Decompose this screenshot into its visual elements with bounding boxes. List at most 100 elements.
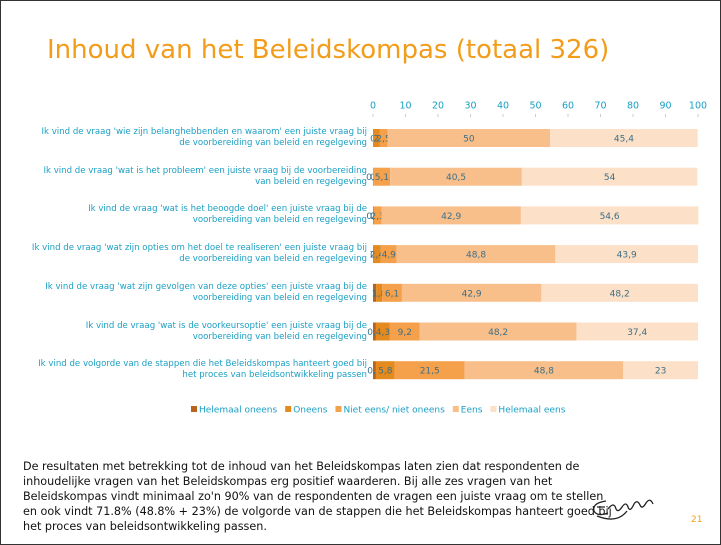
value-label: 2,4 [370,251,385,261]
value-label: 48,2 [488,328,508,338]
bar-segment [464,361,624,380]
bar-segment [373,322,376,341]
value-label: 0,9 [367,328,382,338]
text-line: De resultaten met betrekking tot de inho… [23,460,580,473]
bar-segment [389,322,420,341]
value-label: 54,6 [600,212,620,222]
value-label: 1 [372,289,378,299]
category-label: Ik vind de vraag 'wat is het beoogde doe… [88,204,367,226]
bar-segment [390,167,522,186]
x-tick-label: 0 [370,101,376,112]
value-label: 21,5 [420,367,440,377]
bar-segment [394,361,465,380]
value-label: 48,2 [610,289,630,299]
bar-segment [375,322,390,341]
value-label: 1,8 [372,289,387,299]
value-label: 9,2 [398,328,412,338]
bar-segment [550,129,698,147]
body-text: De resultaten met betrekking tot de inho… [23,459,612,534]
chart: 0102030405060708090100022,55045,400,25,1… [191,101,707,416]
x-tick-label: 50 [529,101,541,112]
value-label: 2 [373,135,379,145]
x-tick-label: 10 [399,101,411,112]
legend-label: Oneens [293,406,328,416]
bar-segment [373,129,380,147]
bar-segment [541,283,698,302]
value-label: 0,9 [367,367,382,377]
value-label: 40,5 [446,173,466,183]
value-label: 4,9 [382,251,397,261]
category-label: Ik vind de vraag 'wat is de voorkeursopt… [85,320,367,342]
x-tick-label: 90 [659,101,671,112]
value-label: 5,8 [378,367,393,377]
x-tick-label: 80 [627,101,639,112]
legend-swatch [335,406,342,412]
value-label: 54 [604,173,616,183]
legend-swatch [191,406,197,412]
bar-segment [555,245,698,264]
bar-segment [382,283,402,302]
legend-label: Helemaal oneens [199,406,277,416]
value-label: 43,9 [617,251,637,261]
category-label: Ik vind de volgorde van de stappen die h… [38,359,367,381]
category-label: Ik vind de vraag 'wie zijn belanghebbend… [41,127,367,148]
value-label: 0,3 [366,212,380,222]
legend-swatch [285,406,292,412]
category-label: Ik vind de vraag 'wat is het probleem' e… [43,165,367,187]
bar-segment [373,245,381,264]
legend-label: Eens [461,406,483,416]
bar-segment [373,206,382,225]
text-line: en ook vindt 71.8% (48.8% + 23%) de volg… [23,505,612,518]
value-label: 48,8 [534,367,554,377]
bar-segment [387,129,551,147]
value-label: 42,9 [462,289,482,299]
text-line: Beleidskompas vindt minimaal zo'n 90% va… [23,490,604,503]
legend-label: Niet eens/ niet oneens [343,406,445,416]
bar-segment [373,167,391,186]
bar-segment [373,361,376,380]
bar-segment [373,167,374,186]
value-label: 4,3 [376,328,390,338]
value-label: 0,2 [366,173,380,183]
bar-segment [375,361,395,380]
value-label: 50 [463,135,475,145]
bar-segment [521,167,698,186]
bar-segment [379,129,388,147]
bar-segment [373,283,377,302]
bar-segment [520,206,699,225]
x-tick-label: 70 [594,101,606,112]
x-tick-label: 40 [497,101,509,112]
legend-label: Helemaal eens [498,406,565,416]
category-label: Ik vind de vraag 'wat zijn gevolgen van … [45,281,367,303]
x-tick-label: 60 [562,101,574,112]
value-label: 23 [655,367,666,377]
bar-segment [401,283,542,302]
value-label: 6,1 [385,289,399,299]
value-label: 2,5 [376,135,390,145]
bar-segment [381,206,521,225]
value-label: 2,3 [371,212,385,222]
page-number: 21 [691,515,703,525]
x-tick-label: 20 [432,101,444,112]
legend-swatch [452,406,459,412]
bar-segment [376,283,383,302]
value-label: 5,1 [375,173,389,183]
bar-segment [396,245,556,264]
value-label: 37,4 [627,328,647,338]
value-label: 48,8 [466,251,486,261]
bar-segment [380,245,397,264]
bar-segment [623,361,698,380]
text-line: het proces van beleidsontwikkeling passe… [23,520,267,533]
bar-segment [419,322,577,341]
legend-swatch [490,406,497,412]
chart-title: Inhoud van het Beleidskompas (totaal 326… [47,35,610,65]
x-tick-label: 30 [464,101,476,112]
value-label: 45,4 [614,135,634,145]
category-label: Ik vind de vraag 'wat zijn opties om het… [31,243,367,265]
text-line: inhoudelijke vragen van het Beleidskompa… [23,475,553,488]
value-label: 42,9 [441,212,461,222]
x-tick-label: 100 [689,101,707,112]
bar-segment [373,206,374,225]
bar-segment [576,322,698,341]
